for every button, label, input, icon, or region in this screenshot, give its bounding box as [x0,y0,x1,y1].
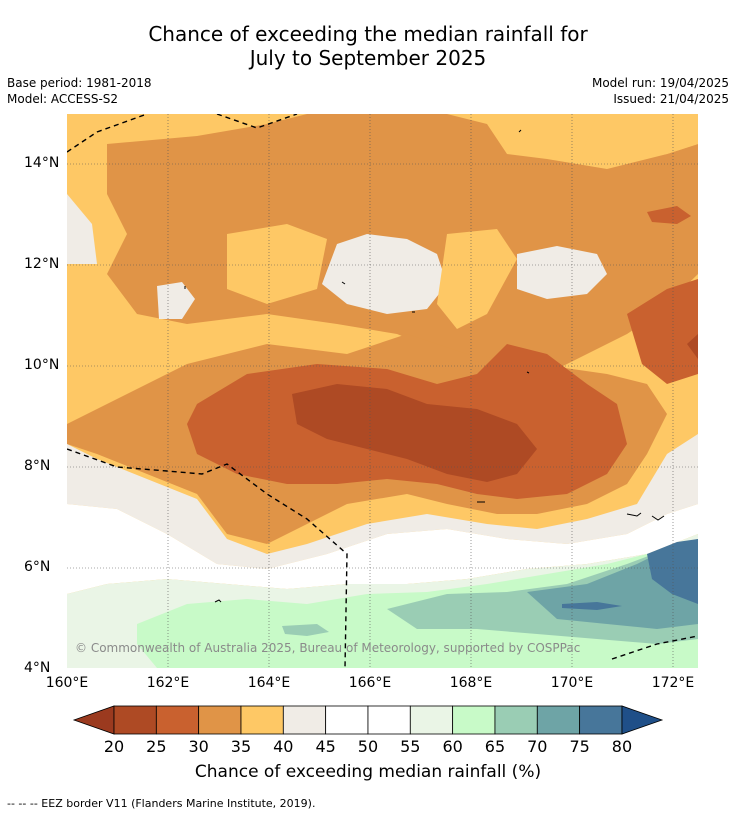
eez-footnote: -- -- -- EEZ border V11 (Flanders Marine… [7,797,316,810]
base-period: Base period: 1981-2018 [7,76,152,90]
colorbar-cell-65-70 [494,705,538,735]
band-35-40-patch-c [582,114,698,164]
title-line-2: July to September 2025 [249,46,487,70]
island-marks [184,129,665,603]
colorbar-label-35: 35 [230,737,252,756]
x-tick-170e: 170°E [550,675,594,691]
y-tick-14n: 14°N [24,155,60,171]
colorbar-cell-70-75 [536,705,581,735]
x-tick-164e: 164°E [247,675,291,691]
colorbar-high-extend [621,705,664,735]
band-40-45-patch-4 [67,194,97,264]
colorbar-label-25: 25 [146,737,167,756]
band-45-55 [67,504,698,594]
colorbar-cell-45-50 [325,705,369,735]
colorbar-label-75: 75 [569,737,590,756]
colorbar-label-20: 20 [103,737,125,756]
colorbar-cell-60-65 [452,705,496,735]
title-line-1: Chance of exceeding the median rainfall … [148,22,588,46]
colorbar-label-55: 55 [400,737,421,756]
x-tick-172e: 172°E [651,675,695,691]
band-35-40-patch-a [227,224,327,304]
meta-left: Base period: 1981-2018 Model: ACCESS-S2 [7,75,152,107]
map-title: Chance of exceeding the median rainfall … [0,22,736,70]
y-tick-12n: 12°N [24,256,60,272]
y-tick-10n: 10°N [24,357,60,373]
band-20-25 [292,384,537,482]
x-tick-160e: 160°E [45,675,89,691]
band-25-30-east [627,279,698,384]
colorbar-title: Chance of exceeding median rainfall (%) [194,762,542,782]
colorbar-cell-50-55 [367,705,411,735]
issued-date: Issued: 21/04/2025 [613,92,729,106]
map-canvas [67,114,698,668]
y-tick-6n: 6°N [24,559,51,575]
copyright-notice: © Commonwealth of Australia 2025, Bureau… [75,641,581,655]
meta-right: Model run: 19/04/2025 Issued: 21/04/2025 [592,75,729,107]
band-25-30-ne [647,206,691,224]
y-tick-4n: 4°N [24,660,51,676]
colorbar-label-65: 65 [484,737,506,756]
band-75-80-strip [562,602,622,610]
colorbar-label-60: 60 [442,737,463,756]
colorbar-label-45: 45 [315,737,336,756]
x-tick-162e: 162°E [146,675,190,691]
colorbar-cell-35-40 [240,705,284,735]
x-tick-166e: 166°E [348,675,392,691]
band-40-45-patch-2 [517,246,607,299]
band-65-70-patch [282,624,329,636]
colorbar-label-50: 50 [357,737,379,756]
colorbar-label-40: 40 [273,737,294,756]
band-40-45-patch-1 [322,234,447,314]
band-40-45-patch-3 [157,282,195,319]
colorbar-cell-20-25 [113,705,157,735]
y-tick-8n: 8°N [24,458,51,474]
x-tick-168e: 168°E [449,675,493,691]
band-35-40-patch-b [437,229,517,329]
band-40-45-south [67,434,698,569]
band-20-25-east [687,334,698,359]
model-name: Model: ACCESS-S2 [7,92,119,106]
model-run: Model run: 19/04/2025 [591,76,729,90]
colorbar-cells [113,705,623,735]
colorbar-label-70: 70 [527,737,548,756]
colorbar-cell-40-45 [282,705,327,735]
colorbar-cell-75-80 [579,705,623,735]
eez-border [67,114,698,668]
colorbar-label-80: 80 [611,737,633,756]
colorbar-low-extend [72,705,115,735]
colorbar [72,705,664,735]
band-75-80 [647,539,698,604]
colorbar-cell-55-60 [409,705,454,735]
colorbar-cell-25-30 [155,705,200,735]
forecast-map [67,114,698,668]
colorbar-label-30: 30 [188,737,209,756]
gridlines [67,114,698,668]
colorbar-cell-30-35 [198,705,242,735]
